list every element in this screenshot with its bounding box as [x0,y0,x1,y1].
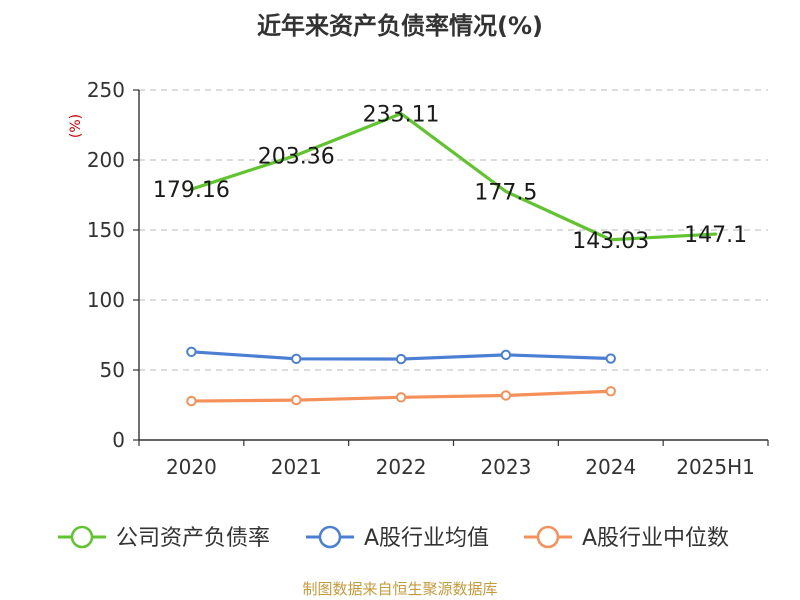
y-tick-label-200: 200 [87,148,125,172]
data-label-2025H1: 147.1 [684,223,747,248]
chart-title: 近年来资产负债率情况(%) [257,12,543,40]
legend-marker-1 [318,525,342,549]
series-2-point-2020 [186,395,197,407]
x-tick-label-2025H1: 2025H1 [676,455,755,479]
y-tick-label-150: 150 [87,218,125,242]
series-2-point-2021 [291,394,302,406]
y-tick-label-50: 50 [100,358,125,382]
data-labels: 179.16 203.36 233.11 177.5 143.03 147.1 [153,103,747,254]
y-axis-ticks: 0 50 100 150 200 250 [87,78,139,452]
gridlines [139,89,768,371]
axes [138,90,768,441]
data-source-note: 制图数据来自恒生聚源数据库 [302,580,498,598]
x-tick-label-2024: 2024 [585,455,636,479]
x-tick-label-2023: 2023 [480,455,531,479]
legend: 公司资产负债率 A股行业均值 A股行业中位数 [58,525,729,551]
data-label-2022: 233.11 [363,103,440,128]
series-group [186,112,718,407]
legend-marker-2 [536,525,560,549]
legend-label-0: 公司资产负债率 [116,526,270,551]
y-tick-label-100: 100 [87,288,125,312]
series-1-point-2024 [605,353,616,364]
data-label-2020: 179.16 [153,178,230,203]
legend-label-1: A股行业均值 [364,526,489,551]
series-line-0 [189,112,718,242]
series-2-point-2024 [605,386,616,397]
x-tick-label-2020: 2020 [166,455,217,479]
series-2-point-2022 [395,392,407,403]
y-tick-label-0: 0 [112,428,125,452]
data-label-2021: 203.36 [258,144,335,169]
x-tick-label-2022: 2022 [376,455,427,479]
series-1-point-2023 [500,349,512,361]
series-1-point-2020 [186,346,197,357]
legend-marker-0 [70,525,94,549]
data-label-2024: 143.03 [572,229,649,254]
y-axis-unit-label: (%) [68,114,84,138]
series-1-point-2021 [291,353,302,364]
series-2-point-2023 [500,390,512,401]
x-axis-ticks: 2020 2021 2022 2023 2024 2025H1 [138,440,769,479]
y-tick-label-250: 250 [87,78,125,102]
series-1-point-2022 [395,353,407,365]
data-label-2023: 177.5 [474,181,537,206]
x-tick-label-2021: 2021 [271,455,322,479]
legend-label-2: A股行业中位数 [582,526,729,551]
